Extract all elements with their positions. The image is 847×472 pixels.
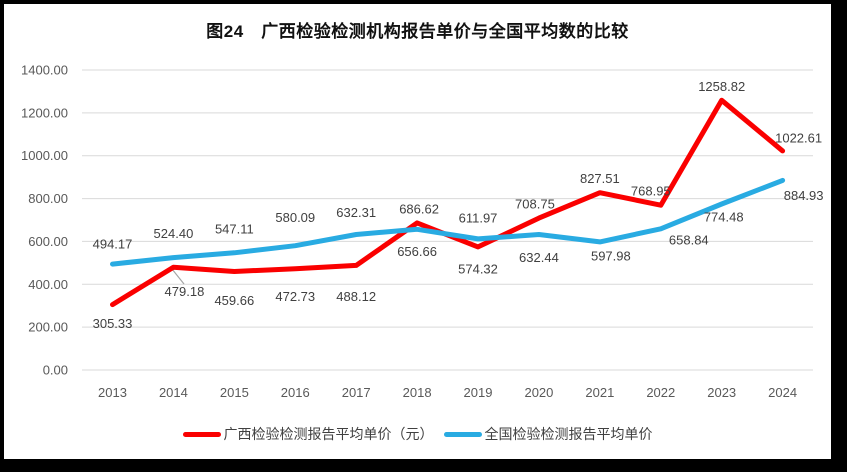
legend-label-guangxi: 广西检验检测报告平均单价（元） [223, 426, 434, 442]
data-label-leader-line [171, 268, 185, 285]
data-label: 574.32 [458, 261, 498, 276]
data-label: 488.12 [336, 289, 376, 304]
data-label: 479.18 [165, 284, 205, 299]
data-label: 1258.82 [698, 79, 745, 94]
x-axis-tick-label: 2024 [768, 385, 797, 400]
x-axis-tick-label: 2022 [646, 385, 675, 400]
data-label: 459.66 [214, 293, 254, 308]
y-axis-tick-label: 600.00 [28, 234, 68, 249]
x-axis-tick-label: 2018 [403, 385, 432, 400]
data-label: 580.09 [275, 210, 315, 225]
y-axis-tick-label: 0.00 [43, 363, 68, 378]
data-label: 472.73 [275, 289, 315, 304]
legend-label-national: 全国检验检测报告平均单价 [484, 426, 653, 442]
data-label: 611.97 [459, 210, 498, 225]
chart-canvas: 图24 广西检验检测机构报告单价与全国平均数的比较 1400.00 1200.00… [4, 4, 831, 459]
data-label: 597.98 [591, 248, 631, 263]
x-axis-tick-label: 2017 [342, 385, 371, 400]
line-chart-plot: 1400.00 1200.00 1000.00 800.00 600.00 400.00 2… [21, 63, 824, 401]
y-axis-tick-label: 1200.00 [21, 105, 68, 120]
data-label: 708.75 [515, 197, 555, 212]
y-axis-tick-label: 800.00 [28, 191, 68, 206]
x-axis-tick-label: 2021 [585, 385, 614, 400]
x-axis-tick-label: 2015 [220, 385, 249, 400]
data-label: 547.11 [215, 221, 254, 236]
data-label: 632.31 [336, 205, 376, 220]
x-axis-tick-label: 2019 [464, 385, 493, 400]
x-axis-tick-label: 2013 [98, 385, 127, 400]
national-line-swatch-icon [443, 431, 482, 437]
data-label: 1022.61 [775, 130, 822, 145]
x-axis-tick-label: 2016 [281, 385, 310, 400]
data-label: 774.48 [704, 210, 744, 225]
y-axis-tick-label: 400.00 [28, 277, 68, 292]
data-label: 656.66 [397, 244, 437, 259]
data-label: 827.51 [580, 171, 620, 186]
series-line-national [110, 177, 786, 267]
data-label: 305.33 [93, 316, 133, 331]
data-label: 658.84 [669, 232, 709, 247]
legend: 广西检验检测报告平均单价（元） 全国检验检测报告平均单价 [4, 424, 831, 444]
data-label: 884.93 [784, 188, 824, 203]
y-axis-tick-label: 200.00 [28, 320, 68, 335]
x-axis-tick-label: 2023 [707, 385, 736, 400]
guangxi-line-swatch-icon [182, 431, 221, 437]
data-label: 524.40 [154, 226, 194, 241]
data-label: 768.95 [631, 184, 671, 199]
chart-title: 图24 广西检验检测机构报告单价与全国平均数的比较 [206, 22, 629, 41]
y-axis-tick-label: 1400.00 [21, 63, 68, 78]
x-axis-tick-label: 2020 [524, 385, 553, 400]
data-label: 494.17 [93, 237, 133, 252]
data-label: 632.44 [519, 250, 559, 265]
legend-item-guangxi: 广西检验检测报告平均单价（元） [182, 424, 434, 444]
series-line-guangxi [110, 97, 786, 308]
legend-item-national: 全国检验检测报告平均单价 [443, 424, 653, 444]
data-label: 686.62 [399, 201, 439, 216]
y-axis-tick-label: 1000.00 [21, 148, 68, 163]
x-axis-tick-label: 2014 [159, 385, 188, 400]
